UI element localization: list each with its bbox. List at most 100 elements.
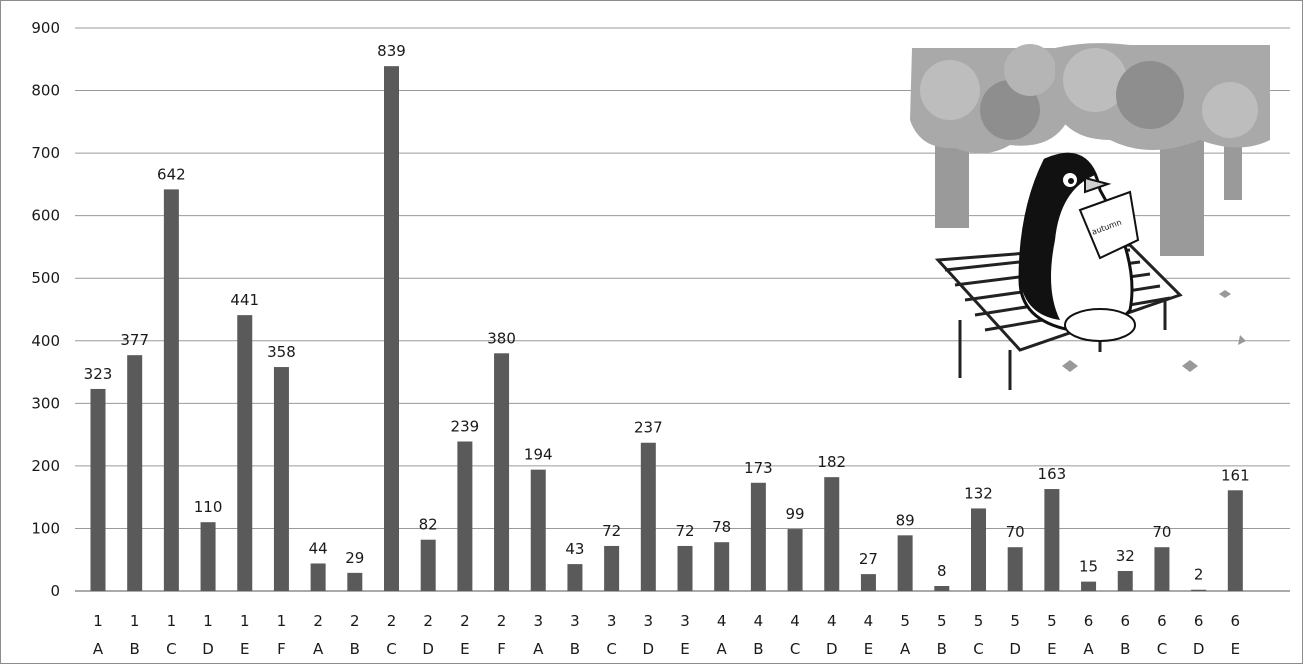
x-tick-grade: 1 — [93, 612, 103, 630]
x-tick-class: A — [900, 640, 911, 658]
x-tick-grade: 4 — [717, 612, 727, 630]
x-tick-grade: 2 — [387, 612, 397, 630]
data-label: 8 — [937, 562, 947, 580]
data-label: 642 — [157, 165, 186, 183]
bar — [567, 564, 583, 591]
x-tick-grade: 2 — [497, 612, 507, 630]
x-tick-class: A — [717, 640, 728, 658]
data-label: 2 — [1194, 566, 1204, 584]
bar — [640, 442, 656, 591]
data-label: 72 — [602, 522, 621, 540]
x-tick-class: A — [1083, 640, 1094, 658]
bar — [457, 441, 473, 591]
data-label: 70 — [1152, 523, 1171, 541]
y-tick-label: 700 — [31, 144, 60, 162]
x-tick-grade: 5 — [1010, 612, 1020, 630]
data-label: 72 — [675, 522, 694, 540]
bar — [1117, 570, 1133, 591]
data-label: 132 — [964, 484, 993, 502]
data-label: 239 — [451, 417, 480, 435]
data-label: 237 — [634, 419, 663, 437]
bar — [530, 469, 546, 591]
x-tick-class: D — [422, 640, 434, 658]
data-label: 441 — [230, 291, 259, 309]
x-tick-class: A — [533, 640, 544, 658]
x-tick-class: E — [680, 640, 689, 658]
data-label: 15 — [1079, 558, 1098, 576]
data-label: 377 — [120, 331, 149, 349]
x-tick-class: E — [864, 640, 873, 658]
x-tick-grade: 1 — [277, 612, 287, 630]
x-tick-class: A — [93, 640, 104, 658]
bar — [1191, 589, 1207, 591]
x-tick-grade: 1 — [203, 612, 213, 630]
data-label: 99 — [786, 505, 805, 523]
data-label: 29 — [345, 549, 364, 567]
x-tick-grade: 4 — [864, 612, 874, 630]
y-axis-ticks: 0 100 200 300 400 500 600 700 800 900 — [31, 19, 60, 600]
x-tick-grade: 6 — [1084, 612, 1094, 630]
x-tick-grade: 3 — [533, 612, 543, 630]
x-tick-grade: 1 — [130, 612, 140, 630]
x-tick-class: B — [570, 640, 580, 658]
bar — [750, 482, 766, 591]
bar — [714, 542, 730, 591]
x-axis-categories: 1 A 1 B 1 C 1 D 1 E 1 F 2 A 2 B 2 C 2 D 2 E 2 F 3 A 3 B 3 C 3 D 3 E 4 A 4 B 4 C… — [93, 612, 1240, 658]
x-tick-class: D — [643, 640, 655, 658]
penguin-reading-on-bench-icon: autumn — [910, 43, 1270, 390]
x-tick-grade: 4 — [754, 612, 764, 630]
x-tick-class: C — [166, 640, 176, 658]
x-tick-grade: 5 — [974, 612, 984, 630]
y-tick-label: 400 — [31, 332, 60, 350]
x-tick-grade: 5 — [900, 612, 910, 630]
bar — [420, 539, 436, 591]
autumn-tree-right-icon — [1055, 43, 1270, 256]
bar — [860, 574, 876, 591]
x-tick-class: F — [497, 640, 506, 658]
x-tick-class: C — [790, 640, 800, 658]
x-tick-grade: 3 — [680, 612, 690, 630]
x-tick-class: D — [1193, 640, 1205, 658]
data-labels: 3233776421104413584429839822393801944372… — [84, 42, 1250, 584]
data-label: 839 — [377, 42, 406, 60]
penguin-icon: autumn — [1018, 152, 1140, 342]
x-tick-class: B — [350, 640, 360, 658]
x-tick-class: B — [130, 640, 140, 658]
bar — [273, 367, 289, 591]
bar — [824, 477, 840, 591]
x-tick-grade: 6 — [1120, 612, 1130, 630]
data-label: 380 — [487, 329, 516, 347]
data-label: 27 — [859, 550, 878, 568]
data-label: 182 — [817, 453, 846, 471]
x-tick-class: D — [1009, 640, 1021, 658]
bar — [1044, 489, 1060, 591]
y-tick-label: 0 — [50, 582, 60, 600]
bar — [1081, 581, 1097, 591]
x-tick-grade: 6 — [1231, 612, 1241, 630]
y-tick-label: 600 — [31, 207, 60, 225]
data-label: 43 — [565, 540, 584, 558]
x-tick-class: E — [460, 640, 469, 658]
x-tick-class: A — [313, 640, 324, 658]
data-label: 82 — [419, 516, 438, 534]
y-tick-label: 800 — [31, 82, 60, 100]
x-tick-class: C — [606, 640, 616, 658]
data-label: 161 — [1221, 466, 1250, 484]
x-tick-class: B — [1120, 640, 1130, 658]
data-label: 78 — [712, 518, 731, 536]
y-tick-label: 200 — [31, 457, 60, 475]
x-tick-class: E — [240, 640, 249, 658]
x-tick-grade: 6 — [1194, 612, 1204, 630]
x-tick-class: D — [202, 640, 214, 658]
bars — [90, 66, 1243, 592]
x-tick-grade: 1 — [240, 612, 250, 630]
x-tick-grade: 5 — [937, 612, 947, 630]
bar — [677, 545, 693, 591]
bar — [384, 66, 399, 592]
bar — [127, 355, 143, 591]
autumn-tree-left-icon — [910, 44, 1068, 228]
y-tick-label: 500 — [31, 269, 60, 287]
data-label: 194 — [524, 446, 553, 464]
